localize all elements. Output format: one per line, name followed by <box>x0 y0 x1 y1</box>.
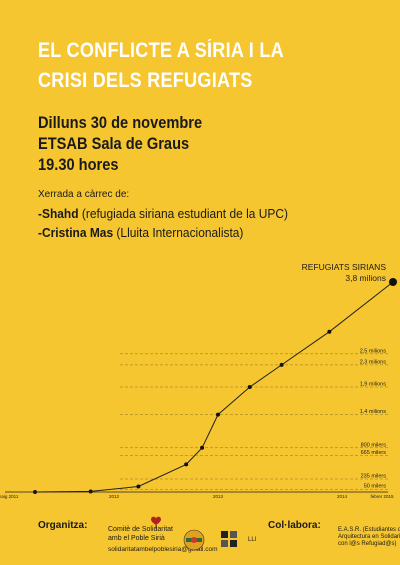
data-point <box>327 329 332 334</box>
poster-title: EL CONFLICTE A SÍRIA I LA CRISI DELS REF… <box>38 36 330 96</box>
x-ticks: maig 2011 2012 2013 2014 febrer 2015 <box>0 494 394 499</box>
event-time: 19.30 hores <box>38 155 119 174</box>
footer: Organitza: Comitè de Solidaritat amb el … <box>0 510 400 565</box>
data-point <box>200 445 205 450</box>
easr-line-2: Arquitectura en Solidaridad <box>338 534 400 540</box>
speaker-2-desc: (Lluita Internacionalista) <box>113 225 244 240</box>
data-point <box>247 385 252 389</box>
org-email: solidaritatambelpoblesiria@gmail.com <box>108 546 218 553</box>
value-label: 665 milers <box>361 450 387 456</box>
value-label: 2,3 milions <box>360 359 387 365</box>
speaker-2: -Cristina Mas (Lluita Internacionalista) <box>38 225 243 241</box>
title-line-1: EL CONFLICTE A SÍRIA I LA <box>38 39 284 62</box>
easr-line-3: con l@s Refugiad@s) <box>338 541 397 547</box>
value-label: 2,5 milions <box>360 348 387 354</box>
speaker-1-desc: (refugiada siriana estudiant de la UPC) <box>78 206 288 221</box>
data-point <box>279 362 284 367</box>
x-tick-label: 2013 <box>213 494 224 499</box>
value-label: 3,8 milions <box>345 273 386 283</box>
chart-points <box>33 278 397 494</box>
talk-heading: Xerrada a càrrec de: <box>38 189 130 200</box>
data-point <box>184 462 189 467</box>
x-tick-label: 2014 <box>337 494 348 499</box>
easr-line-1: E.A.S.R. (Estudiantes de <box>338 527 400 533</box>
org-name-line-1: Comitè de Solidaritat <box>108 526 173 533</box>
event-details: Dilluns 30 de novembre ETSAB Sala de Gra… <box>38 112 202 175</box>
lli-logo-text: LLI <box>248 537 257 543</box>
chart-guides <box>120 353 388 490</box>
refugee-chart: maig 2011 2012 2013 2014 febrer 2015 3,8 mil… <box>0 262 397 499</box>
value-label: 1,4 milions <box>360 409 387 415</box>
speaker-1: -Shahd (refugiada siriana estudiant de l… <box>38 206 288 222</box>
value-label: 800 milers <box>361 442 387 448</box>
data-point <box>215 412 220 417</box>
speaker-2-name: -Cristina Mas <box>38 225 114 240</box>
data-point <box>136 484 141 489</box>
x-tick-label: febrer 2015 <box>370 494 394 499</box>
event-place: ETSAB Sala de Graus <box>38 134 190 153</box>
org-name-line-2: amb el Poble Sirià <box>108 535 165 542</box>
org-logo-icon <box>183 529 205 551</box>
organitza-label: Organitza: <box>38 520 88 531</box>
data-point <box>389 278 397 286</box>
title-line-2: CRISI DELS REFUGIATS <box>38 69 253 92</box>
lli-logo-icon <box>221 531 237 547</box>
refugee-series-line <box>34 281 394 493</box>
collabora-label: Col·labora: <box>268 520 321 531</box>
value-label: 1,9 milions <box>360 382 387 388</box>
x-tick-label: maig 2011 <box>0 494 19 499</box>
chart-title: REFUGIATS SIRIANS <box>302 262 387 272</box>
speaker-1-name: -Shahd <box>38 206 79 221</box>
value-labels: 3,8 milions 2,5 milions 2,3 milions 1,9 mil… <box>345 273 386 490</box>
heart-icon <box>151 516 161 529</box>
data-point <box>88 489 93 494</box>
value-label: 50 milers <box>364 484 387 490</box>
event-date: Dilluns 30 de novembre <box>38 113 203 132</box>
value-label: 235 milers <box>361 474 387 480</box>
x-tick-label: 2012 <box>109 494 120 499</box>
